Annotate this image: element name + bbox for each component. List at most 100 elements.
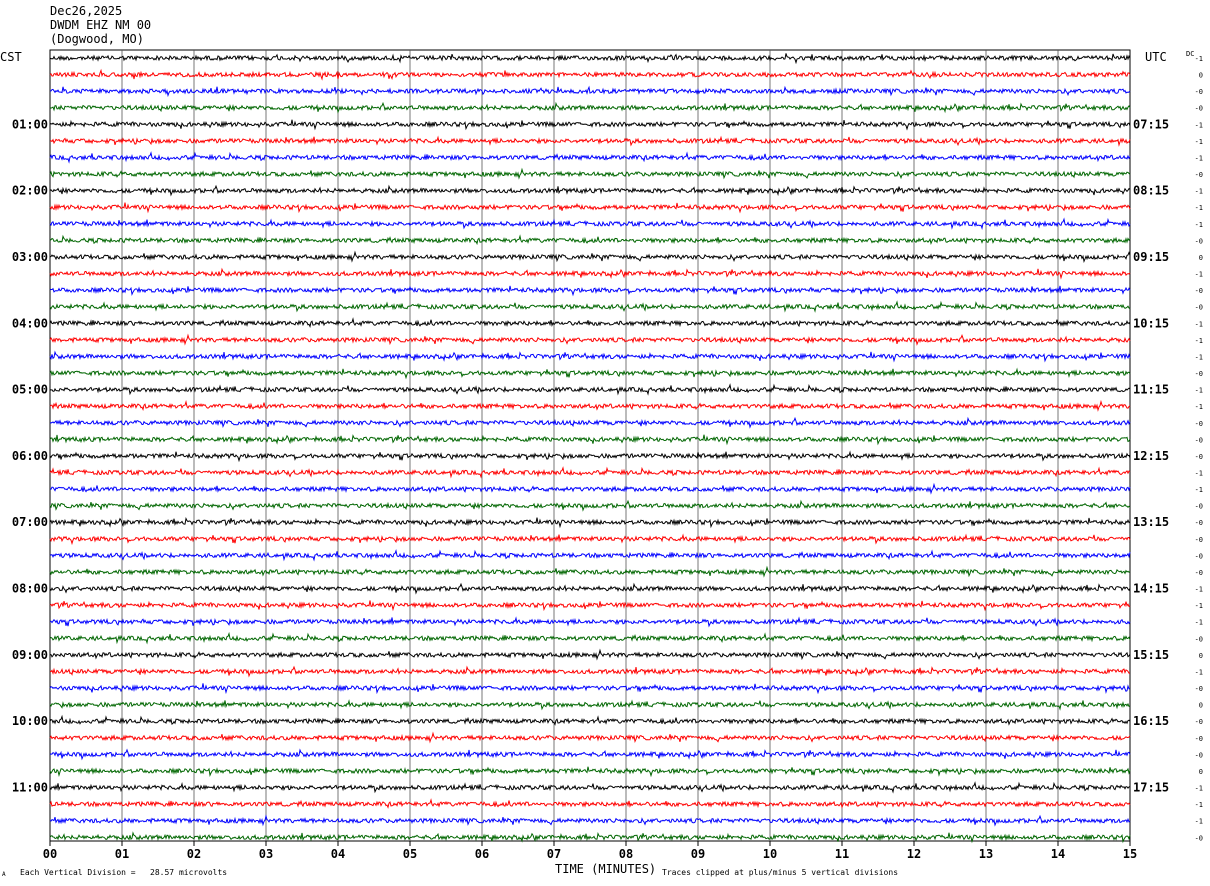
seismic-trace xyxy=(49,798,1131,809)
dc-offset-label: -1 xyxy=(1195,486,1203,494)
x-tick-label: 12 xyxy=(907,847,921,861)
dc-offset-label: -1 xyxy=(1195,586,1203,594)
seismic-trace xyxy=(49,333,1131,346)
plot-frame xyxy=(49,49,1131,842)
dc-offset-label: -1 xyxy=(1195,818,1203,826)
seismic-trace xyxy=(49,135,1131,147)
x-tick-label: 08 xyxy=(619,847,633,861)
seismic-trace xyxy=(49,665,1131,678)
scale-note: Each Vertical Division = 28.57 microvolt… xyxy=(20,868,228,877)
dc-offset-label: -0 xyxy=(1195,436,1203,444)
seismic-trace xyxy=(49,781,1131,794)
seismic-trace xyxy=(49,68,1131,81)
dc-offset-label: -1 xyxy=(1195,470,1203,478)
seismic-trace xyxy=(49,482,1131,495)
dc-offset-label: -0 xyxy=(1195,519,1203,527)
dc-offset-label: -0 xyxy=(1195,635,1203,643)
seismic-trace xyxy=(49,202,1131,214)
corner-mark: A xyxy=(2,871,6,878)
dc-header-label: DC xyxy=(1186,50,1194,58)
x-tick-label: 10 xyxy=(763,847,777,861)
seismic-trace xyxy=(49,631,1131,645)
dc-offset-label: -1 xyxy=(1195,801,1203,809)
left-hour-label: 10:00 xyxy=(12,714,48,728)
dc-offset-label: -1 xyxy=(1195,121,1203,129)
dc-offset-label: 0 xyxy=(1199,768,1203,776)
right-hour-label: 08:15 xyxy=(1133,184,1169,198)
dc-offset-label: -1 xyxy=(1195,271,1203,279)
seismic-trace xyxy=(49,151,1131,164)
right-hour-label: 14:15 xyxy=(1133,582,1169,596)
dc-offset-label: -0 xyxy=(1195,105,1203,113)
dc-offset-label: -0 xyxy=(1195,171,1203,179)
seismic-trace xyxy=(49,53,1131,65)
dc-offset-label: -1 xyxy=(1195,668,1203,676)
seismic-trace xyxy=(49,317,1131,329)
dc-offset-label: 0 xyxy=(1199,254,1203,262)
seismic-trace xyxy=(49,533,1131,546)
seismic-trace xyxy=(49,731,1131,744)
x-tick-label: 04 xyxy=(331,847,345,861)
dc-offset-label: -1 xyxy=(1195,320,1203,328)
dc-offset-label: -0 xyxy=(1195,88,1203,96)
left-hour-label: 04:00 xyxy=(12,316,48,330)
dc-offset-label: -1 xyxy=(1195,204,1203,212)
seismic-trace xyxy=(49,648,1131,661)
left-hour-label: 03:00 xyxy=(12,250,48,264)
date-label: Dec26,2025 xyxy=(50,4,123,18)
seismic-trace xyxy=(49,814,1131,827)
x-tick-label: 11 xyxy=(835,847,849,861)
seismic-trace xyxy=(49,383,1131,396)
seismic-trace xyxy=(49,285,1131,297)
dc-offset-label: -0 xyxy=(1195,552,1203,560)
x-tick-label: 13 xyxy=(979,847,993,861)
x-tick-label: 15 xyxy=(1123,847,1137,861)
seismic-trace xyxy=(49,616,1131,628)
left-hour-label: 05:00 xyxy=(12,383,48,397)
clip-note: Traces clipped at plus/minus 5 vertical … xyxy=(662,868,899,877)
right-hour-label: 17:15 xyxy=(1133,781,1169,795)
seismic-trace xyxy=(49,565,1131,578)
dc-offset-label: -0 xyxy=(1195,453,1203,461)
dc-offset-label: -1 xyxy=(1195,221,1203,229)
dc-offset-label: -0 xyxy=(1195,536,1203,544)
x-tick-label: 00 xyxy=(43,847,57,861)
seismic-trace xyxy=(49,434,1131,446)
right-hour-label: 16:15 xyxy=(1133,714,1169,728)
left-hour-label: 07:00 xyxy=(12,515,48,529)
dc-offset-label: -1 xyxy=(1195,387,1203,395)
right-hour-label: 12:15 xyxy=(1133,449,1169,463)
seismic-trace xyxy=(49,399,1131,412)
right-timezone-label: UTC xyxy=(1145,50,1167,64)
right-hour-label: 13:15 xyxy=(1133,515,1169,529)
dc-offset-label: -0 xyxy=(1195,735,1203,743)
location-label: (Dogwood, MO) xyxy=(50,32,144,46)
x-tick-label: 01 xyxy=(115,847,129,861)
dc-offset-label: -0 xyxy=(1195,370,1203,378)
dc-offset-label: -1 xyxy=(1195,353,1203,361)
seismic-trace xyxy=(49,119,1131,131)
dc-offset-label: -1 xyxy=(1195,403,1203,411)
seismic-trace xyxy=(49,748,1131,761)
seismic-trace xyxy=(49,766,1131,778)
left-hour-label: 11:00 xyxy=(12,781,48,795)
right-hour-label: 11:15 xyxy=(1133,383,1169,397)
dc-offset-label: -0 xyxy=(1195,304,1203,312)
left-hour-label: 01:00 xyxy=(12,117,48,131)
left-hour-label: 09:00 xyxy=(12,648,48,662)
dc-offset-label: -0 xyxy=(1195,834,1203,842)
dc-offset-label: 0 xyxy=(1199,72,1203,80)
seismic-trace xyxy=(49,683,1131,695)
station-label: DWDM EHZ NM 00 xyxy=(50,18,152,32)
right-hour-label: 07:15 xyxy=(1133,117,1169,131)
seismic-trace xyxy=(49,582,1131,595)
dc-offset-label: -0 xyxy=(1195,718,1203,726)
x-tick-label: 09 xyxy=(691,847,705,861)
dc-offset-label: -0 xyxy=(1195,420,1203,428)
seismic-trace xyxy=(49,714,1131,726)
dc-offset-label: 0 xyxy=(1199,652,1203,660)
x-tick-label: 05 xyxy=(403,847,417,861)
dc-offset-label: -0 xyxy=(1195,569,1203,577)
dc-offset-label: 0 xyxy=(1199,702,1203,710)
